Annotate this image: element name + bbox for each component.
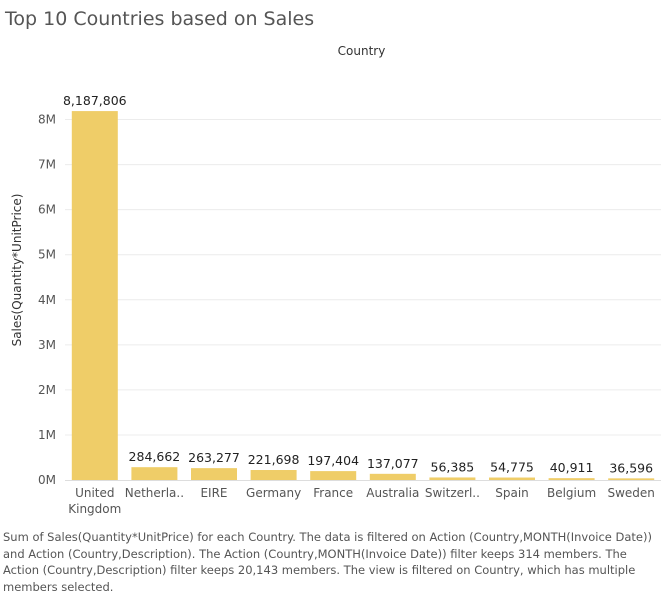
bar-chart: 0M 1M 2M 3M 4M 5M 6M 7M 8M 8,187,806 284,662 263,2…	[10, 93, 661, 516]
y-tick-label: 4M	[38, 293, 56, 307]
data-label: 137,077	[367, 456, 419, 471]
chart-caption: Sum of Sales(Quantity*UnitPrice) for eac…	[3, 530, 652, 594]
bar[interactable]	[71, 111, 118, 481]
data-label: 197,404	[307, 453, 359, 468]
chart-title: Top 10 Countries based on Sales	[5, 8, 315, 30]
x-axis: United Kingdom Netherla.. EIRE Germany France…	[68, 486, 655, 516]
y-tick-label: 5M	[38, 248, 56, 262]
data-label: 56,385	[431, 459, 475, 474]
y-axis-title: Sales(Quantity*UnitPrice)	[10, 194, 24, 347]
y-tick-label: 3M	[38, 338, 56, 352]
y-tick-label: 0M	[38, 473, 56, 487]
x-tick-label: France	[313, 486, 353, 500]
bar[interactable]	[548, 478, 595, 480]
x-tick-label: EIRE	[200, 486, 227, 500]
data-label: 8,187,806	[63, 93, 127, 108]
x-tick-label: United	[75, 486, 114, 500]
y-tick-label: 6M	[38, 203, 56, 217]
data-label: 221,698	[248, 452, 300, 467]
y-tick-label: 7M	[38, 158, 56, 172]
bar[interactable]	[250, 470, 297, 480]
y-tick-label: 8M	[38, 113, 56, 127]
x-tick-label: Belgium	[547, 486, 596, 500]
bar[interactable]	[608, 478, 655, 480]
x-tick-label: Switzerl..	[425, 486, 480, 500]
x-tick-label: Australia	[366, 486, 419, 500]
y-tick-label: 2M	[38, 383, 56, 397]
gridlines	[65, 119, 661, 436]
x-tick-label: Kingdom	[68, 502, 121, 516]
bar[interactable]	[429, 477, 476, 480]
data-labels: 8,187,806 284,662 263,277 221,698 197,404 137…	[63, 93, 653, 475]
data-label: 54,775	[490, 460, 534, 475]
x-tick-label: Netherla..	[125, 486, 184, 500]
x-tick-label: Sweden	[607, 486, 654, 500]
y-tick-label: 1M	[38, 428, 56, 442]
data-label: 263,277	[188, 450, 240, 465]
bar[interactable]	[310, 471, 357, 480]
y-axis: 0M 1M 2M 3M 4M 5M 6M 7M 8M	[38, 113, 661, 487]
bars	[71, 111, 655, 481]
bar[interactable]	[369, 473, 416, 480]
bar[interactable]	[489, 477, 535, 480]
data-label: 284,662	[129, 449, 181, 464]
data-label: 36,596	[609, 460, 653, 475]
bar[interactable]	[191, 468, 237, 480]
x-tick-label: Germany	[246, 486, 301, 500]
column-header: Country	[337, 44, 386, 58]
data-label: 40,911	[550, 460, 594, 475]
x-tick-label: Spain	[495, 486, 529, 500]
bar[interactable]	[131, 467, 178, 480]
